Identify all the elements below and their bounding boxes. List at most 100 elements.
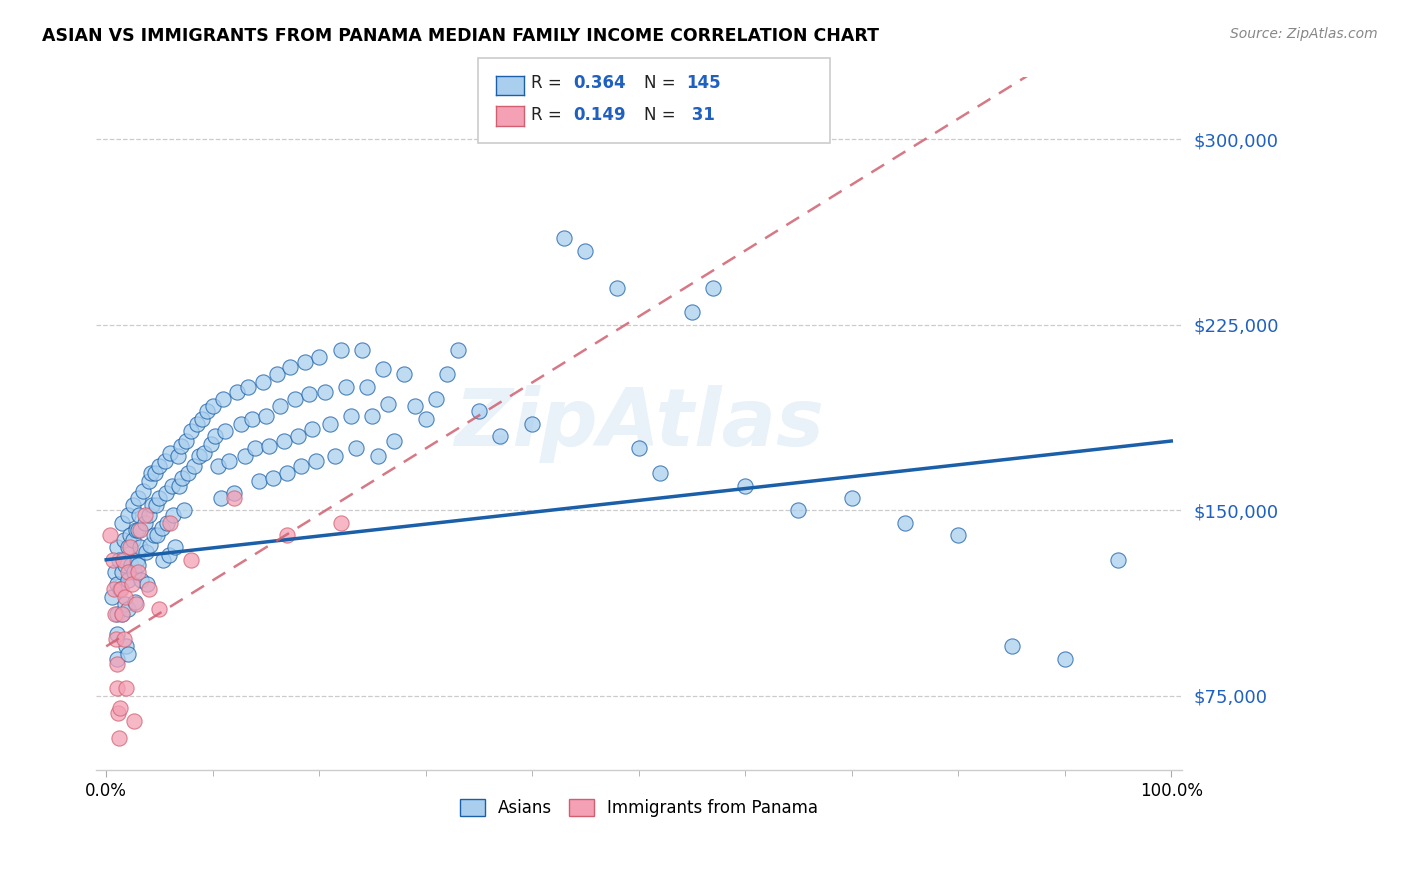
Point: [117, 573, 139, 587]
Point: [138, 582, 160, 597]
Point: [135, 577, 157, 591]
Point: [122, 714, 145, 728]
Point: [105, 651, 128, 665]
Point: [415, 411, 437, 425]
Point: [114, 597, 136, 611]
Point: [218, 454, 240, 468]
Point: [170, 471, 193, 485]
Point: [135, 545, 157, 559]
Point: [787, 503, 810, 517]
Point: [447, 343, 470, 357]
Point: [297, 387, 319, 401]
Point: [254, 409, 277, 424]
Point: [335, 379, 357, 393]
Legend: Asians, Immigrants from Panama: Asians, Immigrants from Panama: [453, 792, 825, 824]
Point: [155, 486, 177, 500]
Point: [280, 359, 302, 374]
Point: [125, 523, 148, 537]
Point: [489, 429, 512, 443]
Point: [553, 231, 575, 245]
Point: [117, 565, 139, 579]
Point: [105, 657, 128, 671]
Point: [143, 528, 166, 542]
Point: [111, 607, 134, 622]
Point: [146, 528, 169, 542]
Point: [648, 466, 671, 480]
Point: [112, 632, 135, 646]
Point: [841, 491, 863, 505]
Point: [222, 491, 245, 505]
Point: [1107, 553, 1129, 567]
Point: [180, 553, 202, 567]
Point: [127, 491, 149, 505]
Point: [148, 602, 170, 616]
Text: 145: 145: [686, 74, 721, 92]
Point: [252, 375, 274, 389]
Point: [245, 442, 267, 456]
Point: [127, 553, 149, 567]
Point: [204, 429, 226, 443]
Point: [156, 516, 179, 530]
Point: [104, 565, 127, 579]
Point: [301, 422, 323, 436]
Point: [323, 449, 346, 463]
Point: [124, 595, 146, 609]
Text: R =: R =: [531, 74, 568, 92]
Point: [522, 417, 544, 431]
Point: [150, 520, 173, 534]
Point: [174, 434, 197, 448]
Text: N =: N =: [644, 74, 681, 92]
Point: [134, 508, 156, 523]
Point: [212, 392, 235, 406]
Point: [115, 681, 138, 696]
Point: [148, 491, 170, 505]
Point: [186, 417, 208, 431]
Point: [346, 442, 368, 456]
Point: [193, 446, 215, 460]
Point: [948, 528, 970, 542]
Point: [139, 466, 162, 480]
Point: [105, 681, 128, 696]
Point: [159, 446, 181, 460]
Point: [276, 466, 298, 480]
Text: 0.364: 0.364: [574, 74, 626, 92]
Point: [356, 379, 378, 393]
Point: [122, 565, 145, 579]
Point: [129, 541, 152, 555]
Point: [112, 553, 135, 567]
Point: [117, 647, 139, 661]
Point: [110, 582, 132, 597]
Point: [1000, 640, 1022, 654]
Point: [266, 368, 288, 382]
Point: [138, 508, 160, 523]
Point: [247, 474, 270, 488]
Text: ZipAtlas: ZipAtlas: [454, 384, 824, 463]
Point: [100, 590, 122, 604]
Point: [139, 538, 162, 552]
Point: [114, 590, 136, 604]
Point: [371, 362, 394, 376]
Text: R =: R =: [531, 106, 568, 124]
Point: [114, 558, 136, 572]
Point: [134, 516, 156, 530]
Point: [108, 582, 131, 597]
Point: [129, 523, 152, 537]
Point: [314, 384, 336, 399]
Point: [394, 368, 416, 382]
Point: [107, 706, 129, 720]
Point: [361, 409, 384, 424]
Point: [367, 449, 389, 463]
Point: [222, 486, 245, 500]
Point: [209, 491, 232, 505]
Point: [233, 449, 256, 463]
Point: [128, 508, 150, 523]
Point: [425, 392, 447, 406]
Point: [118, 541, 141, 555]
Point: [681, 305, 703, 319]
Point: [340, 409, 363, 424]
Point: [1053, 651, 1076, 665]
Point: [329, 516, 352, 530]
Point: [153, 454, 176, 468]
Point: [145, 499, 167, 513]
Point: [165, 541, 187, 555]
